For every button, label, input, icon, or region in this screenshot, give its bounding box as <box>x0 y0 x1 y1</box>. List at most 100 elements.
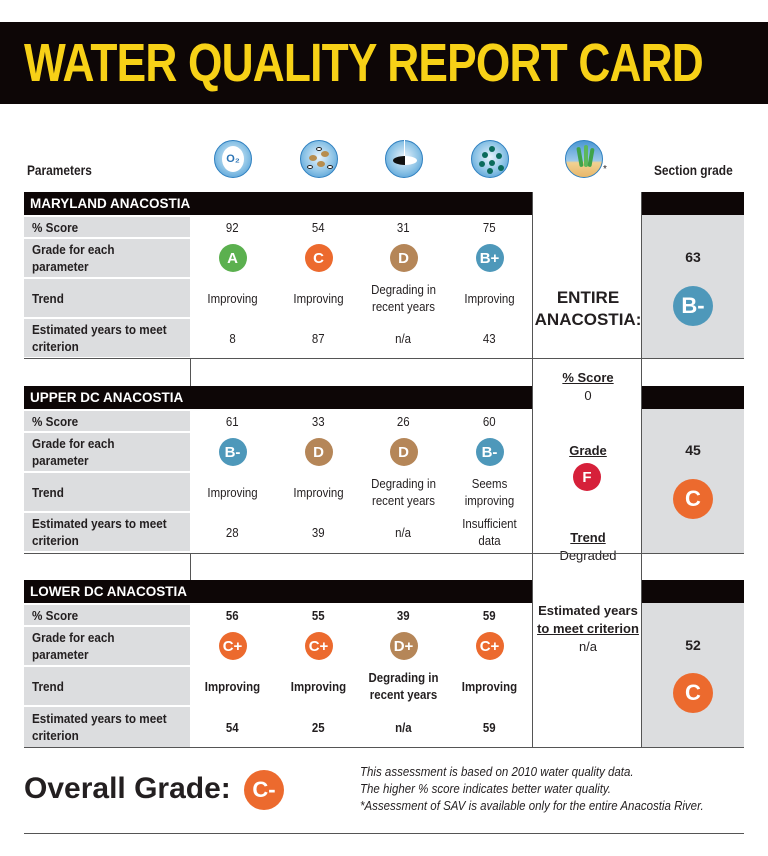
grade-badge: A <box>190 239 275 277</box>
score-cell: 26 <box>397 413 410 429</box>
footnote: *Assessment of SAV is available only for… <box>360 799 704 813</box>
page-title: WATER QUALITY REPORT CARD <box>24 33 704 93</box>
entire-grade-badge: F <box>573 463 601 491</box>
score-cell: 39 <box>397 607 410 623</box>
trend-cell: Degrading in recent years <box>371 282 436 314</box>
section-grade-badge: B- <box>673 286 713 326</box>
grade-badge: C+ <box>190 627 275 665</box>
grade-badge: C+ <box>276 627 361 665</box>
score-cell: 92 <box>226 219 239 235</box>
section-grade-box: 45 C <box>642 409 744 553</box>
entire-years-label-2: to meet criterion <box>537 621 639 636</box>
divider <box>24 358 744 359</box>
entire-years-label-1: Estimated years <box>538 603 638 618</box>
years-cell: n/a <box>395 524 412 540</box>
footnote: This assessment is based on 2010 water q… <box>360 765 634 779</box>
trend-cell: Improving <box>207 290 258 306</box>
section-grade-header: Section grade <box>654 162 733 178</box>
section-title: LOWER DC ANACOSTIA <box>24 580 532 603</box>
divider <box>24 747 744 748</box>
row-label-grade: Grade for each parameter <box>24 239 190 277</box>
entire-grade-label: Grade <box>569 443 607 458</box>
trend-cell: Improving <box>461 678 518 694</box>
entire-trend-label: Trend <box>570 530 606 545</box>
score-cell: 31 <box>397 219 410 235</box>
grade-badge: D <box>361 433 446 471</box>
trend-cell: Seems improving <box>464 476 515 508</box>
entire-score-value: 0 <box>584 388 592 403</box>
trend-cell: Improving <box>464 290 515 306</box>
grade-badge: D+ <box>361 627 446 665</box>
sav-icon <box>565 140 603 178</box>
score-cell: 55 <box>312 607 325 623</box>
entire-years-value: n/a <box>578 639 598 654</box>
score-cell: 33 <box>312 413 325 429</box>
grade-badge: B- <box>190 433 275 471</box>
grade-badge: D <box>361 239 446 277</box>
dissolved-oxygen-icon: O₂ <box>214 140 252 178</box>
section-bar-right <box>642 192 744 215</box>
years-cell: 54 <box>226 719 239 735</box>
years-cell: n/a <box>395 330 412 346</box>
footnotes: This assessment is based on 2010 water q… <box>360 764 704 815</box>
years-cell: 39 <box>312 524 325 540</box>
divider <box>24 553 744 554</box>
trend-cell: Degrading in recent years <box>368 670 439 702</box>
entire-anacostia-title: ENTIRE ANACOSTIA: <box>534 288 642 329</box>
row-label-grade: Grade for each parameter <box>24 433 190 471</box>
row-label-years: Estimated years to meet criterion <box>24 319 190 357</box>
row-label-score: % Score <box>24 605 190 625</box>
section-title: UPPER DC ANACOSTIA <box>24 386 532 409</box>
o2-label: O₂ <box>222 146 244 172</box>
score-cell: 61 <box>226 413 239 429</box>
section-bar-right <box>642 580 744 603</box>
row-label-score: % Score <box>24 411 190 431</box>
overall-grade-badge: C- <box>244 770 284 810</box>
divider <box>190 358 191 386</box>
section-grade-box: 63 B- <box>642 215 744 358</box>
title-banner: WATER QUALITY REPORT CARD <box>0 22 768 104</box>
section-grade-badge: C <box>673 479 713 519</box>
score-cell: 59 <box>483 607 496 623</box>
trend-cell: Improving <box>204 678 261 694</box>
row-label-years: Estimated years to meet criterion <box>24 707 190 747</box>
section-score: 45 <box>685 442 701 458</box>
years-cell: Insufficient data <box>462 516 517 548</box>
years-cell: 43 <box>483 330 496 346</box>
entire-anacostia-panel: ENTIRE ANACOSTIA: % Score 0 Grade F Tren… <box>532 192 642 748</box>
row-label-grade: Grade for each parameter <box>24 627 190 665</box>
section-score: 63 <box>685 249 701 265</box>
trend-cell: Improving <box>207 484 258 500</box>
parameters-header: Parameters <box>27 162 92 178</box>
years-cell: 28 <box>226 524 239 540</box>
score-cell: 60 <box>483 413 496 429</box>
grade-badge: B- <box>447 433 532 471</box>
section-score: 52 <box>685 637 701 653</box>
bottom-divider <box>24 833 744 834</box>
years-cell: 25 <box>312 719 325 735</box>
grade-badge: C+ <box>447 627 532 665</box>
section-title: MARYLAND ANACOSTIA <box>24 192 532 215</box>
years-cell: 59 <box>483 719 496 735</box>
row-label-trend: Trend <box>24 473 190 511</box>
grade-badge: B+ <box>447 239 532 277</box>
grade-badge: D <box>276 433 361 471</box>
years-cell: n/a <box>395 719 412 735</box>
divider <box>190 553 191 580</box>
section-grade-box: 52 C <box>642 603 744 748</box>
section-bar-right <box>642 386 744 409</box>
row-label-trend: Trend <box>24 279 190 317</box>
trend-cell: Improving <box>290 678 347 694</box>
row-label-score: % Score <box>24 217 190 237</box>
entire-trend-value: Degraded <box>559 548 617 563</box>
years-cell: 8 <box>229 330 236 346</box>
entire-score-label: % Score <box>562 370 614 385</box>
years-cell: 87 <box>312 330 325 346</box>
sav-asterisk: * <box>603 164 607 175</box>
section-grade-badge: C <box>673 673 713 713</box>
score-cell: 75 <box>483 219 496 235</box>
trend-cell: Degrading in recent years <box>371 476 436 508</box>
secchi-disk-icon <box>385 137 423 178</box>
row-label-trend: Trend <box>24 667 190 705</box>
trend-cell: Improving <box>293 290 344 306</box>
